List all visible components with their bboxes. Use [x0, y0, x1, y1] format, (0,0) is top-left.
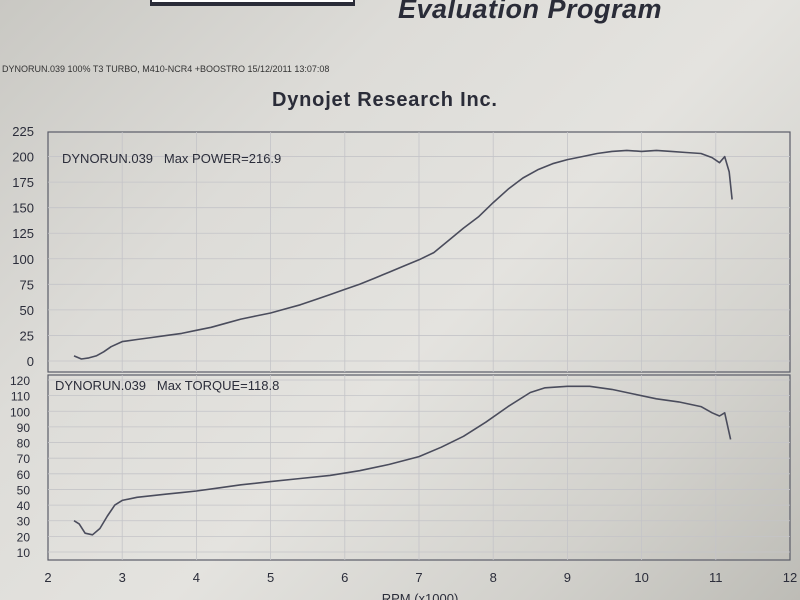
run-info-header: DYNORUN.039 100% T3 TURBO, M410-NCR4 +BO…	[2, 64, 330, 74]
torque-curve	[73, 385, 732, 536]
torque-ytick-label: 10	[17, 546, 31, 560]
power-ytick-label: 0	[27, 354, 34, 369]
torque-ytick-label: 20	[17, 530, 31, 544]
logo-banner	[148, 0, 357, 10]
power-ytick-label: 150	[12, 201, 34, 216]
torque-ytick-label: 110	[11, 390, 30, 404]
x-tick-label: 4	[193, 570, 200, 585]
power-ytick-label: 50	[20, 303, 34, 318]
power-ytick-label: 100	[12, 252, 34, 267]
power-ytick-label: 175	[12, 175, 34, 190]
x-tick-label: 8	[490, 570, 497, 585]
power-ytick-label: 75	[20, 277, 34, 292]
torque-panel-label: DYNORUN.039 Max TORQUE=118.8	[55, 378, 279, 393]
torque-ytick-label: 50	[17, 483, 31, 497]
x-tick-label: 6	[341, 570, 348, 585]
x-tick-label: 3	[119, 570, 126, 585]
logo-graphic	[148, 0, 357, 6]
power-panel: 0 25 50 75 100 125 150 175 200 225 DYNORUN.039 Max…	[12, 124, 791, 373]
power-ytick-label: 200	[12, 150, 34, 165]
torque-ytick-label: 100	[10, 405, 30, 419]
torque-ytick-label: 120	[10, 374, 30, 388]
x-tick-label: 2	[44, 570, 51, 585]
company-name: Dynojet Research Inc.	[272, 89, 498, 111]
x-tick-label: 7	[415, 570, 422, 585]
power-ytick-label: 225	[12, 124, 34, 139]
torque-ytick-label: 70	[17, 452, 31, 466]
power-curve	[73, 149, 733, 360]
x-tick-label: 5	[267, 570, 274, 585]
torque-ytick-label: 40	[17, 499, 31, 513]
torque-ytick-label: 90	[17, 421, 31, 435]
x-tick-label: 10	[634, 570, 648, 585]
torque-ytick-label: 60	[17, 468, 31, 482]
program-title: Evaluation Program	[398, 0, 663, 24]
torque-ytick-label: 30	[17, 515, 31, 529]
power-ytick-label: 125	[12, 226, 34, 241]
x-axis-label: RPM (x1000)	[382, 591, 459, 600]
power-panel-label: DYNORUN.039 Max POWER=216.9	[62, 151, 281, 166]
x-tick-label: 11	[709, 570, 723, 585]
torque-ytick-label: 80	[17, 437, 31, 451]
x-axis: 2 3 4 5 6 7 8 9 10 11 12 RPM (x1000)	[44, 570, 797, 600]
power-ytick-label: 25	[20, 328, 34, 343]
x-tick-label: 12	[783, 570, 797, 585]
x-tick-label: 9	[564, 570, 571, 585]
